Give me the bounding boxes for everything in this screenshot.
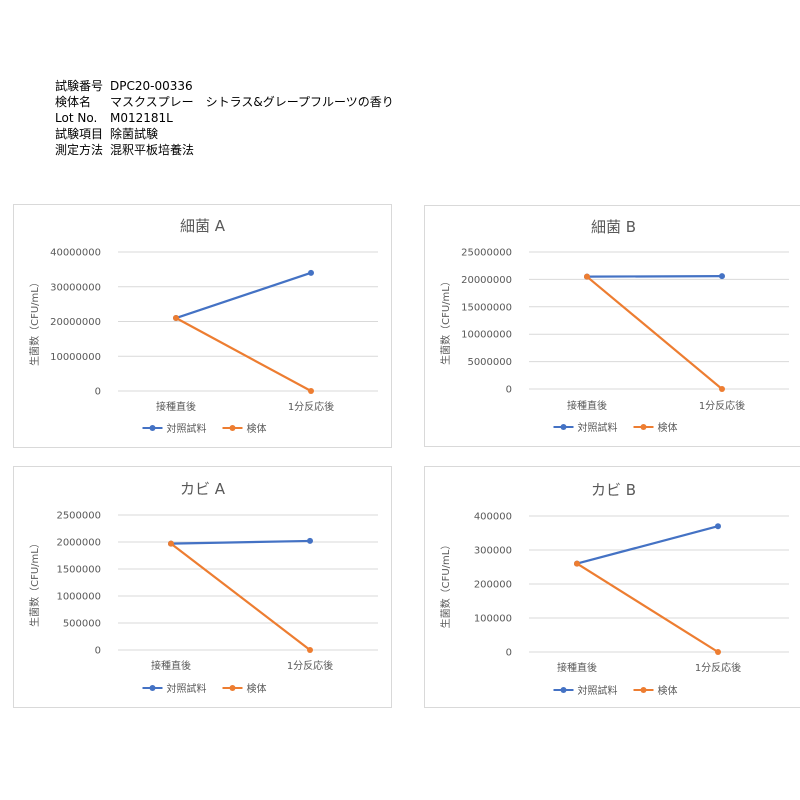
- chart-panel-bacteria-b: 細菌 B 0 5000000 10000000 15000000 20000000 2500…: [424, 205, 800, 447]
- lot-number-value: M012181L: [110, 111, 173, 125]
- test-number-row: 試験番号 DPC20-00336: [55, 78, 394, 94]
- y-tick-label: 10000000: [461, 330, 512, 341]
- chart-title: カビ A: [180, 480, 226, 498]
- legend-swatch-marker: [229, 685, 236, 691]
- chart-svg: 細菌 A 0 10000000 20000000 30000000 40000000 生菌数…: [28, 217, 378, 435]
- legend-label: 対照試料: [578, 421, 618, 434]
- legend-label: 対照試料: [167, 682, 207, 695]
- chart-panel-mold-a: カビ A 0 500000 1000000 1500000 2000000 2500000 生…: [13, 466, 392, 708]
- legend-swatch-marker: [560, 424, 567, 430]
- data-point-control: [719, 273, 725, 280]
- legend-swatch-marker: [229, 425, 236, 431]
- chart-svg: カビ A 0 500000 1000000 1500000 2000000 2500000 生…: [28, 480, 378, 695]
- x-tick-label: 1分反応後: [288, 400, 334, 413]
- y-tick-label: 1500000: [56, 565, 101, 576]
- data-point-sample: [168, 540, 174, 547]
- legend-swatch-marker: [149, 425, 156, 431]
- series-line-control: [586, 275, 723, 278]
- y-tick-label: 200000: [474, 580, 512, 591]
- y-tick-label: 500000: [63, 619, 101, 630]
- sample-name-label: 検体名: [55, 95, 92, 109]
- sample-name-value: マスクスプレー シトラス&グレープフルーツの香り: [110, 95, 394, 109]
- legend-label: 検体: [247, 682, 267, 695]
- y-tick-label: 2000000: [56, 538, 101, 549]
- y-tick-label: 0: [506, 648, 512, 659]
- lot-number-label: Lot No.: [55, 111, 98, 125]
- test-number-value: DPC20-00336: [110, 79, 193, 93]
- y-axis-title: 生菌数（CFU/mL）: [28, 277, 41, 366]
- y-tick-label: 1000000: [56, 592, 101, 603]
- chart-title: 細菌 B: [591, 218, 636, 236]
- data-point-sample: [574, 560, 580, 567]
- method-value: 混釈平板培養法: [110, 143, 195, 157]
- data-point-control: [715, 523, 721, 530]
- y-tick-label: 400000: [474, 512, 512, 523]
- y-tick-label: 0: [95, 646, 101, 657]
- x-tick-label: 接種直後: [156, 400, 196, 413]
- chart-panel-mold-b: カビ B 0 100000 200000 300000 400000 生菌数（CFU/mL）…: [424, 466, 800, 708]
- data-point-sample: [307, 647, 313, 653]
- data-point-sample: [173, 315, 179, 322]
- chart-panel-bacteria-a: 細菌 A 0 10000000 20000000 30000000 40000000 生菌数…: [13, 204, 392, 448]
- y-tick-label: 10000000: [50, 352, 101, 363]
- y-tick-label: 15000000: [461, 302, 512, 313]
- series-line-control: [576, 525, 719, 565]
- series-line-control: [170, 539, 311, 545]
- legend-label: 検体: [658, 421, 678, 434]
- test-number-label: 試験番号: [55, 79, 104, 93]
- y-tick-label: 25000000: [461, 248, 512, 259]
- y-tick-label: 0: [95, 387, 101, 398]
- x-tick-label: 接種直後: [151, 659, 191, 672]
- x-tick-label: 1分反応後: [695, 661, 741, 674]
- data-point-sample: [715, 649, 721, 655]
- method-label: 測定方法: [55, 143, 104, 157]
- y-tick-label: 5000000: [467, 357, 512, 368]
- chart-svg: カビ B 0 100000 200000 300000 400000 生菌数（CFU/mL）…: [439, 481, 789, 697]
- x-tick-label: 1分反応後: [699, 399, 745, 412]
- y-tick-label: 100000: [474, 614, 512, 625]
- data-point-sample: [719, 386, 725, 392]
- y-tick-label: 40000000: [50, 248, 101, 259]
- x-tick-label: 接種直後: [557, 661, 597, 674]
- y-tick-label: 300000: [474, 546, 512, 557]
- chart-title: 細菌 A: [180, 217, 226, 235]
- data-point-control: [308, 269, 314, 276]
- y-tick-label: 20000000: [50, 317, 101, 328]
- data-point-control: [307, 537, 313, 544]
- chart-svg: 細菌 B 0 5000000 10000000 15000000 20000000 2500…: [439, 218, 789, 434]
- legend-swatch-marker: [149, 685, 156, 691]
- series-line-control: [175, 271, 312, 320]
- y-tick-label: 30000000: [50, 282, 101, 293]
- sample-name-row: 検体名 マスクスプレー シトラス&グレープフルーツの香り: [55, 94, 394, 110]
- legend-swatch-marker: [640, 424, 647, 430]
- legend-label: 検体: [247, 422, 267, 435]
- y-tick-label: 0: [506, 385, 512, 396]
- y-axis-title: 生菌数（CFU/mL）: [28, 538, 41, 627]
- data-point-sample: [584, 273, 590, 280]
- test-item-row: 試験項目 除菌試験: [55, 126, 394, 142]
- lot-number-row: Lot No. M012181L: [55, 110, 394, 126]
- series-line-sample: [576, 562, 719, 653]
- test-info-block: 試験番号 DPC20-00336 検体名 マスクスプレー シトラス&グレープフル…: [55, 78, 394, 158]
- data-point-sample: [308, 388, 314, 394]
- test-item-label: 試験項目: [55, 127, 104, 141]
- x-tick-label: 接種直後: [567, 399, 607, 412]
- legend-label: 検体: [658, 684, 678, 697]
- legend-label: 対照試料: [167, 422, 207, 435]
- method-row: 測定方法 混釈平板培養法: [55, 142, 394, 158]
- test-item-value: 除菌試験: [110, 127, 159, 141]
- y-tick-label: 2500000: [56, 511, 101, 522]
- legend-swatch-marker: [640, 687, 647, 693]
- legend-swatch-marker: [560, 687, 567, 693]
- x-tick-label: 1分反応後: [287, 659, 333, 672]
- series-line-sample: [586, 275, 723, 390]
- y-tick-label: 20000000: [461, 275, 512, 286]
- y-axis-title: 生菌数（CFU/mL）: [439, 276, 452, 365]
- series-line-sample: [170, 542, 311, 651]
- chart-title: カビ B: [591, 481, 636, 499]
- legend-label: 対照試料: [578, 684, 618, 697]
- y-axis-title: 生菌数（CFU/mL）: [439, 540, 452, 629]
- series-line-sample: [175, 317, 312, 392]
